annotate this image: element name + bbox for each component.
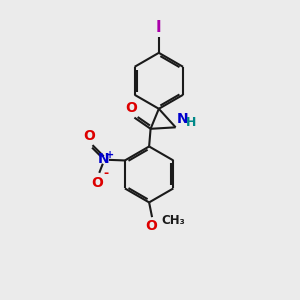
Text: -: - (103, 167, 108, 181)
Text: CH₃: CH₃ (161, 214, 185, 226)
Text: O: O (125, 101, 137, 115)
Text: N: N (98, 152, 109, 166)
Text: I: I (156, 20, 162, 35)
Text: N: N (177, 112, 188, 126)
Text: O: O (84, 129, 95, 143)
Text: H: H (186, 116, 196, 128)
Text: O: O (91, 176, 103, 190)
Text: O: O (146, 220, 158, 233)
Text: +: + (106, 150, 114, 160)
